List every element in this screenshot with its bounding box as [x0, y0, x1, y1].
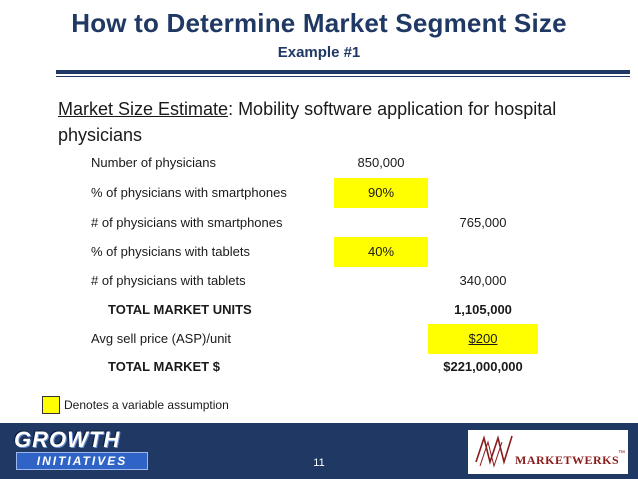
row-label: Number of physicians	[91, 155, 216, 170]
row-value-col1-assumption: 90%	[334, 178, 428, 208]
row-value-col1	[334, 266, 428, 296]
table-row: # of physicians with smartphones 765,000	[0, 208, 638, 238]
page-number: 11	[313, 457, 325, 469]
row-label: % of physicians with smartphones	[91, 185, 287, 200]
section-heading: Market Size Estimate: Mobility software …	[58, 96, 558, 148]
table-row: # of physicians with tablets 340,000	[0, 266, 638, 296]
section-heading-underlined: Market Size Estimate	[58, 99, 229, 119]
row-value-col2: 765,000	[459, 215, 507, 230]
title-divider-thin	[56, 76, 630, 77]
row-value-col2: 1,105,000	[454, 302, 512, 317]
table-row-total: TOTAL MARKET $ $221,000,000	[0, 352, 638, 382]
row-value-col2	[428, 237, 538, 267]
legend-text: Denotes a variable assumption	[64, 398, 229, 412]
table-row: % of physicians with smartphones 90%	[0, 178, 638, 208]
row-value-col2	[428, 178, 538, 208]
marketwerks-trademark: ™	[618, 450, 625, 457]
row-value-col2	[428, 148, 538, 178]
row-value-col2-assumption: $200	[428, 324, 538, 354]
row-value-col1	[334, 295, 428, 325]
slide-subtitle: Example #1	[277, 44, 361, 61]
row-value-col1: 850,000	[357, 155, 405, 170]
row-label: TOTAL MARKET $	[108, 359, 220, 374]
growth-initiatives-logo-bottom: INITIATIVES	[16, 452, 148, 470]
table-row-total: TOTAL MARKET UNITS 1,105,000	[0, 295, 638, 325]
legend-swatch	[42, 396, 60, 414]
row-value-col2: $221,000,000	[443, 359, 523, 374]
title-divider-thick	[56, 70, 630, 74]
growth-initiatives-logo-top: GROWTH	[14, 427, 121, 452]
table-row: Number of physicians 850,000	[0, 148, 638, 178]
row-label: TOTAL MARKET UNITS	[108, 302, 252, 317]
row-label: # of physicians with tablets	[91, 273, 246, 288]
row-label: # of physicians with smartphones	[91, 215, 283, 230]
row-value-col1-assumption: 40%	[334, 237, 428, 267]
marketwerks-logo	[468, 430, 628, 474]
row-label: % of physicians with tablets	[91, 244, 250, 259]
marketwerks-wordmark: MARKETWERKS	[515, 453, 620, 467]
table-row: % of physicians with tablets 40%	[0, 237, 638, 267]
table-row: Avg sell price (ASP)/unit $200	[0, 324, 638, 354]
row-value-col1	[334, 352, 428, 382]
section-heading-rest: : Mobility software application for hosp…	[58, 99, 557, 145]
marketwerks-mark-icon	[475, 435, 513, 468]
slide-title: How to Determine Market Segment Size	[71, 8, 567, 38]
row-value-col1	[334, 208, 428, 238]
row-label: Avg sell price (ASP)/unit	[91, 331, 231, 346]
row-value-col2: 340,000	[459, 273, 507, 288]
row-value-col1	[334, 324, 428, 354]
